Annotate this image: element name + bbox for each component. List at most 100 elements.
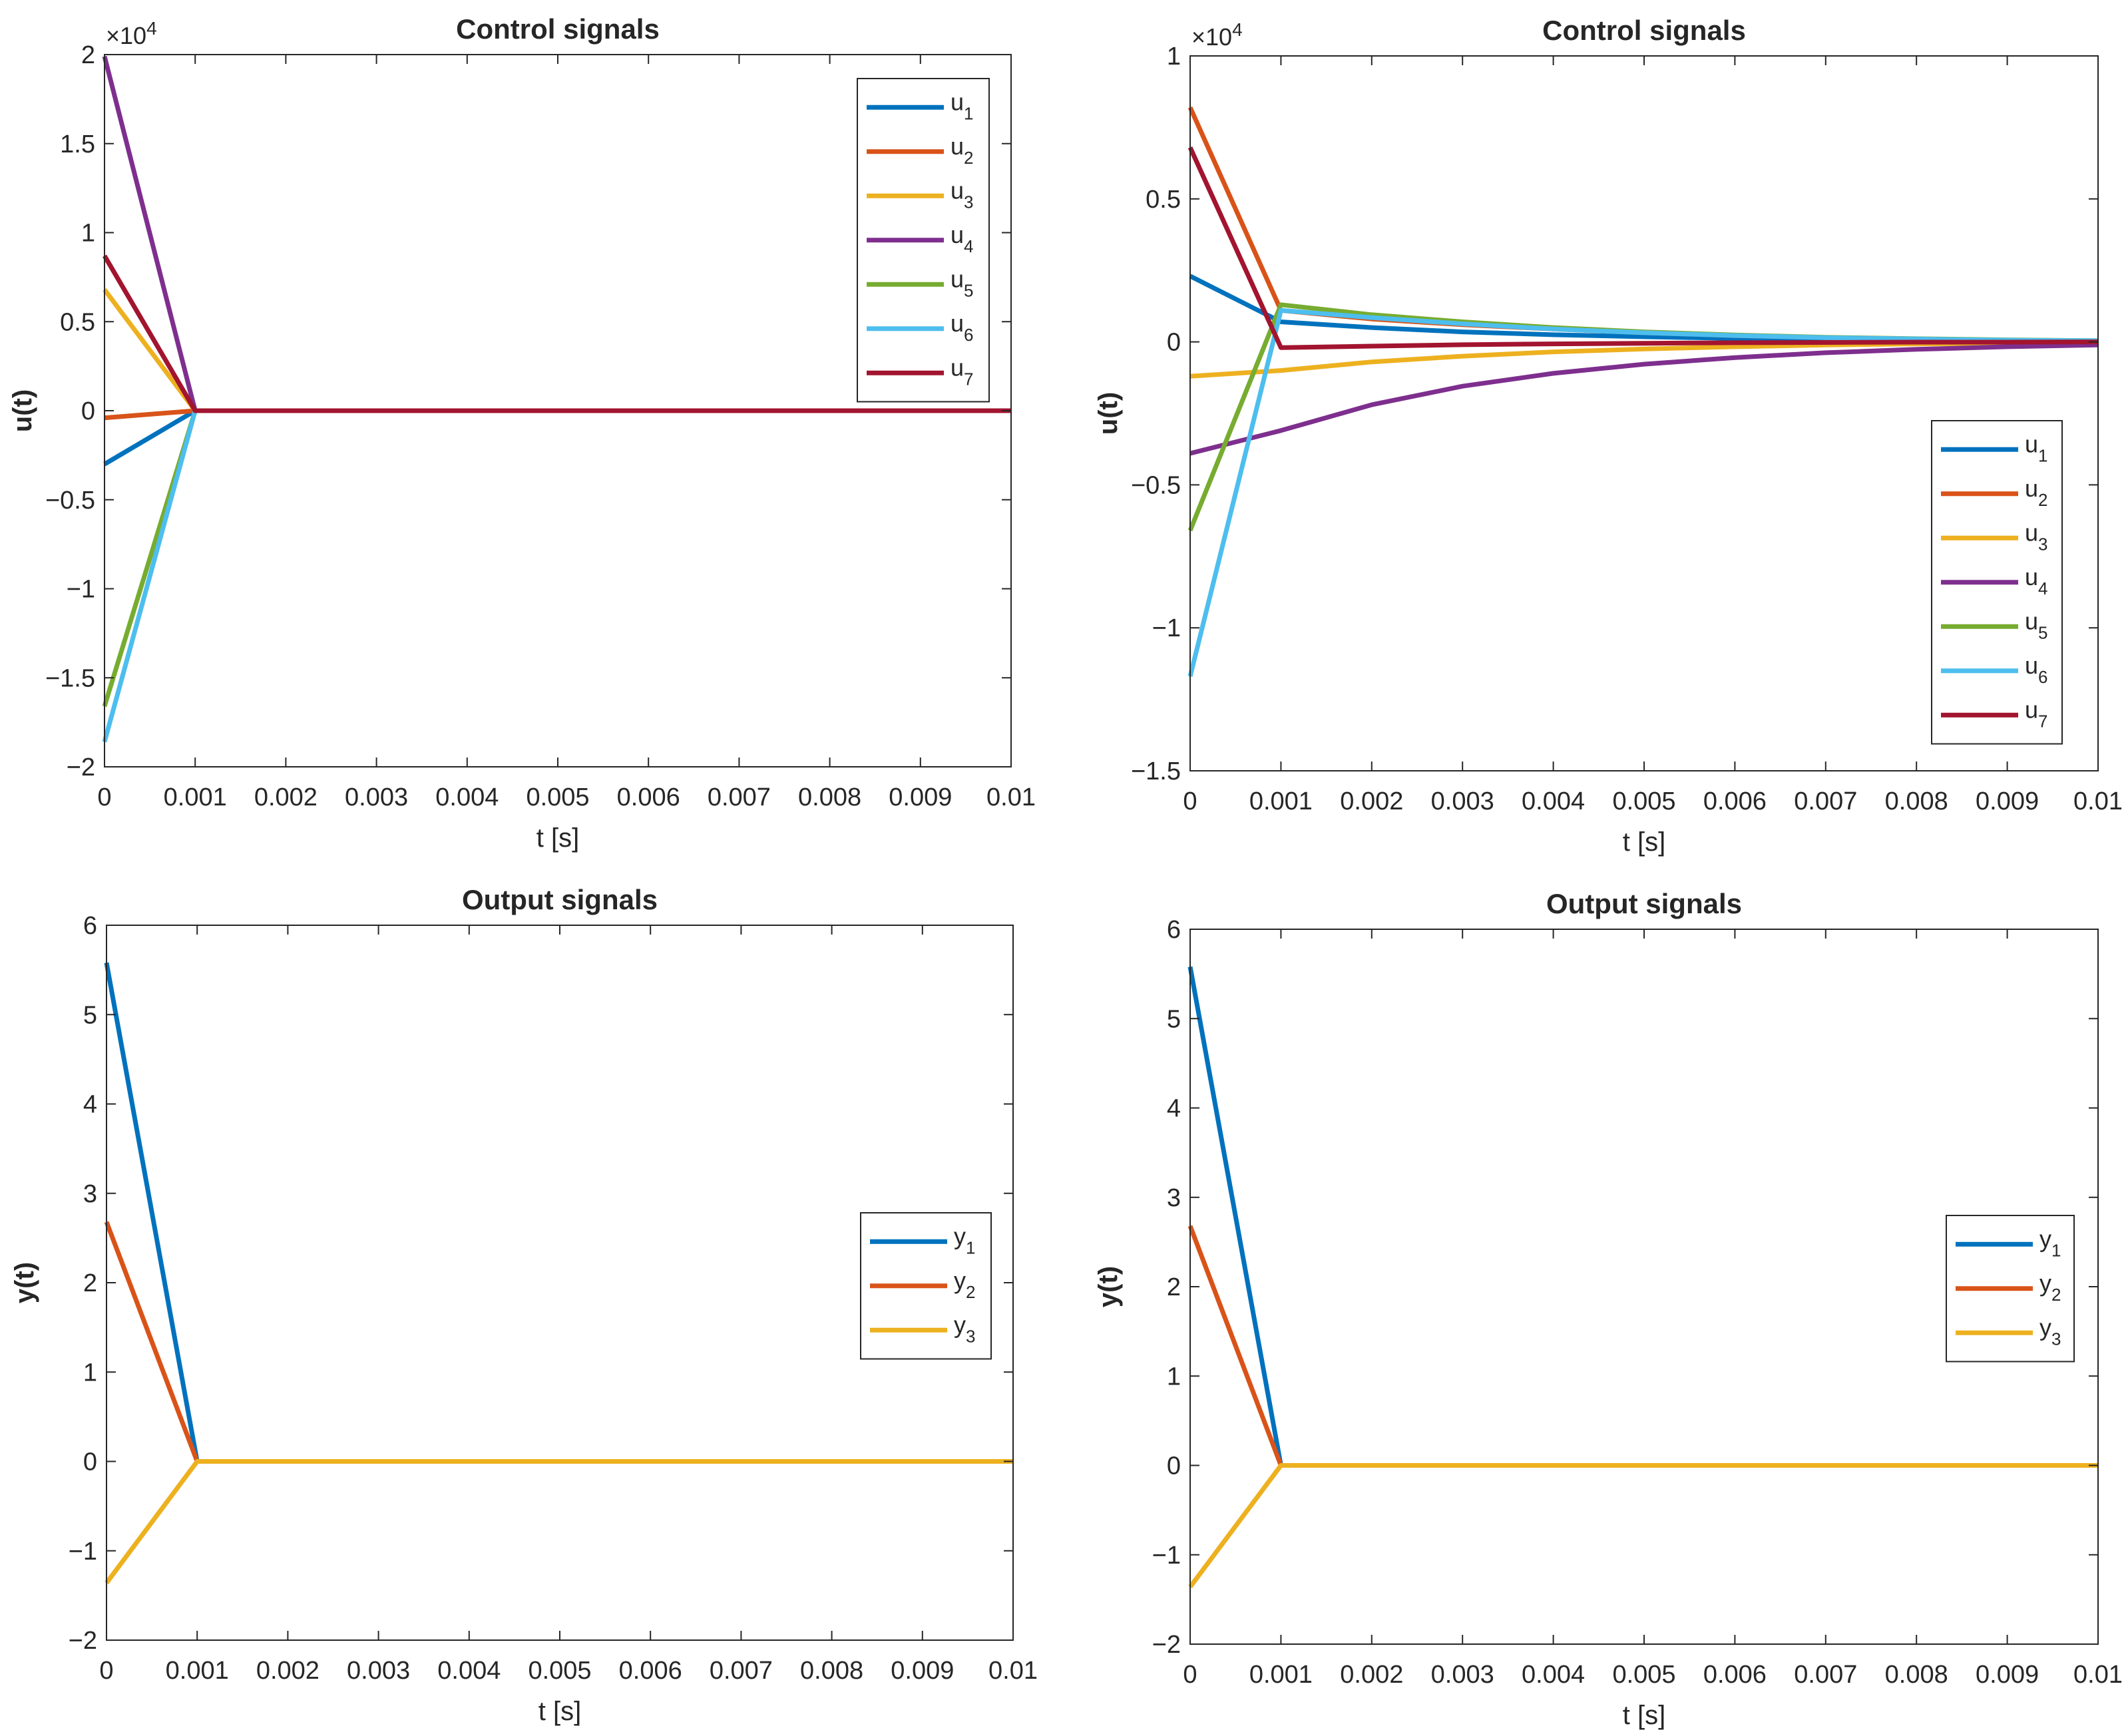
x-tick-label: 0 bbox=[1183, 1661, 1197, 1689]
legend-label-name: y bbox=[954, 1311, 966, 1338]
y-axis-label: u(t) bbox=[1094, 392, 1123, 435]
chart-title: Output signals bbox=[462, 884, 658, 915]
x-tick-label: 0.01 bbox=[2073, 787, 2123, 815]
legend-label-name: u bbox=[2025, 563, 2038, 590]
x-tick-label: 0.007 bbox=[710, 1657, 773, 1685]
y-tick-label: 0 bbox=[81, 397, 95, 425]
y-tick-label: 6 bbox=[83, 912, 97, 940]
legend-label-subscript: 4 bbox=[2038, 578, 2047, 598]
legend-label-subscript: 7 bbox=[2038, 711, 2047, 731]
legend-label-u6: u6 bbox=[2025, 652, 2048, 687]
legend-label-y1: y1 bbox=[2039, 1225, 2061, 1260]
x-tick-label: 0.002 bbox=[1340, 787, 1403, 815]
x-tick-label: 0.006 bbox=[619, 1657, 682, 1685]
x-tick-label: 0.01 bbox=[986, 783, 1036, 811]
x-tick-label: 0.002 bbox=[254, 783, 318, 811]
legend-label-subscript: 1 bbox=[966, 1237, 975, 1257]
x-axis-label: t [s] bbox=[1623, 827, 1665, 857]
chart-panel-4: 0 0.001 0.002 0.003 0.004 0.005 0.006 0.007 0.00… bbox=[1094, 888, 2123, 1730]
x-tick-label: 0.009 bbox=[1976, 787, 2039, 815]
x-tick-label: 0.009 bbox=[1976, 1661, 2039, 1689]
x-tick-label: 0.002 bbox=[1340, 1661, 1403, 1689]
legend-label-u4: u4 bbox=[2025, 563, 2048, 598]
legend-label-u7: u7 bbox=[2025, 696, 2048, 731]
legend-label-subscript: 1 bbox=[2038, 445, 2047, 465]
x-tick-label: 0.008 bbox=[798, 783, 861, 811]
x-tick-label: 0.002 bbox=[256, 1657, 319, 1685]
legend-label-name: y bbox=[2039, 1225, 2051, 1252]
legend-label-u7: u7 bbox=[951, 353, 974, 389]
chart-title: Control signals bbox=[456, 13, 660, 45]
legend-label-name: u bbox=[2025, 519, 2038, 546]
x-tick-label: 0.004 bbox=[437, 1657, 501, 1685]
legend-label-name: u bbox=[2025, 475, 2038, 502]
y-tick-label: 4 bbox=[83, 1091, 97, 1119]
exponent-power: 4 bbox=[1232, 19, 1243, 40]
legend-label-subscript: 4 bbox=[964, 236, 973, 256]
y-tick-label: 2 bbox=[81, 41, 95, 69]
y-tick-label: −1.5 bbox=[45, 664, 95, 692]
x-tick-label: 0.01 bbox=[988, 1657, 1038, 1685]
y-tick-label: 1 bbox=[81, 220, 95, 248]
legend-label-subscript: 5 bbox=[964, 280, 973, 300]
x-tick-label: 0.01 bbox=[2073, 1661, 2123, 1689]
y-tick-label: 4 bbox=[1167, 1095, 1181, 1123]
series-line-y3 bbox=[1188, 1463, 2098, 1589]
x-axis-label: t [s] bbox=[536, 823, 579, 853]
y-tick-label: 0 bbox=[1167, 1452, 1181, 1480]
y-axis-label: u(t) bbox=[8, 389, 37, 432]
legend-label-subscript: 2 bbox=[964, 148, 973, 168]
x-tick-label: 0.005 bbox=[528, 1657, 591, 1685]
x-tick-label: 0.006 bbox=[1703, 1661, 1767, 1689]
y-tick-label: −0.5 bbox=[45, 487, 95, 515]
legend-label-name: u bbox=[951, 132, 964, 160]
x-tick-label: 0 bbox=[97, 783, 111, 811]
x-tick-label: 0.006 bbox=[617, 783, 680, 811]
legend-label-subscript: 7 bbox=[964, 369, 973, 389]
y-tick-label: 3 bbox=[1167, 1184, 1181, 1212]
legend-label-subscript: 1 bbox=[964, 103, 973, 123]
legend-label-subscript: 2 bbox=[2051, 1285, 2061, 1305]
legend-label-subscript: 6 bbox=[964, 325, 973, 345]
legend-label-name: u bbox=[951, 310, 964, 337]
exponent-base: ×10 bbox=[106, 22, 146, 49]
series-line-y3 bbox=[105, 1459, 1013, 1585]
exponent-multiplier: ×104 bbox=[1191, 19, 1243, 51]
x-axis-label: t [s] bbox=[538, 1697, 581, 1726]
y-tick-label: −1 bbox=[1152, 614, 1181, 642]
legend-label-subscript: 2 bbox=[2038, 490, 2047, 510]
y-tick-label: −1 bbox=[1152, 1542, 1181, 1570]
y-tick-label: 3 bbox=[83, 1180, 97, 1208]
legend-label-subscript: 5 bbox=[2038, 622, 2047, 642]
x-tick-label: 0.003 bbox=[1431, 1661, 1494, 1689]
y-tick-label: 1 bbox=[83, 1359, 97, 1387]
x-tick-label: 0.003 bbox=[1431, 787, 1494, 815]
chart-title: Control signals bbox=[1542, 15, 1746, 46]
legend-label-y1: y1 bbox=[954, 1222, 975, 1257]
legend-label-name: y bbox=[954, 1267, 966, 1294]
legend-label-u3: u3 bbox=[2025, 519, 2048, 554]
y-tick-label: 0 bbox=[83, 1448, 97, 1476]
y-tick-label: 5 bbox=[83, 1001, 97, 1029]
y-tick-label: −1.5 bbox=[1131, 758, 1181, 785]
x-tick-label: 0.009 bbox=[891, 1657, 954, 1685]
y-tick-label: −1 bbox=[69, 1538, 97, 1566]
y-tick-label: 2 bbox=[1167, 1273, 1181, 1301]
legend-label-subscript: 3 bbox=[964, 192, 973, 212]
legend-label-subscript: 1 bbox=[2051, 1240, 2061, 1260]
x-tick-label: 0 bbox=[1183, 787, 1197, 815]
y-tick-label: 0.5 bbox=[60, 308, 95, 336]
legend-label-subscript: 6 bbox=[2038, 667, 2047, 687]
legend-label-y3: y3 bbox=[954, 1311, 975, 1346]
y-tick-label: −0.5 bbox=[1131, 471, 1181, 499]
x-tick-label: 0.008 bbox=[800, 1657, 863, 1685]
legend-label-subscript: 3 bbox=[2051, 1329, 2061, 1349]
legend-label-u1: u1 bbox=[951, 88, 974, 123]
series-line-u6 bbox=[1187, 308, 2099, 678]
y-tick-label: −2 bbox=[1152, 1631, 1181, 1659]
legend-label-name: u bbox=[951, 265, 964, 292]
series-line-u7 bbox=[102, 254, 1011, 413]
legend-label-name: u bbox=[951, 88, 964, 115]
